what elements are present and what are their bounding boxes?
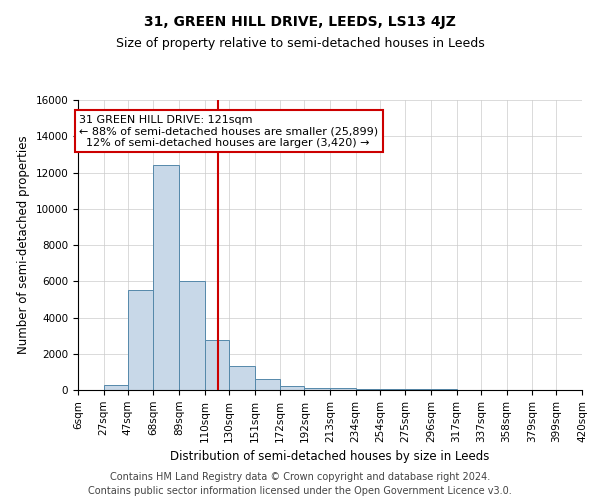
Y-axis label: Number of semi-detached properties: Number of semi-detached properties (17, 136, 30, 354)
Bar (154, 166, 179, 390)
Text: Contains public sector information licensed under the Open Government Licence v3: Contains public sector information licen… (88, 486, 512, 496)
Text: 31, GREEN HILL DRIVE, LEEDS, LS13 4JZ: 31, GREEN HILL DRIVE, LEEDS, LS13 4JZ (144, 15, 456, 29)
Bar (179, 281, 205, 390)
Bar (205, 340, 229, 390)
Text: Size of property relative to semi-detached houses in Leeds: Size of property relative to semi-detach… (116, 38, 484, 51)
Bar (229, 366, 254, 390)
Text: 31 GREEN HILL DRIVE: 121sqm
← 88% of semi-detached houses are smaller (25,899)
 : 31 GREEN HILL DRIVE: 121sqm ← 88% of sem… (79, 114, 379, 148)
Bar (330, 388, 356, 390)
Bar (128, 290, 154, 390)
Bar (304, 388, 330, 390)
Bar (254, 379, 280, 390)
Text: Contains HM Land Registry data © Crown copyright and database right 2024.: Contains HM Land Registry data © Crown c… (110, 472, 490, 482)
X-axis label: Distribution of semi-detached houses by size in Leeds: Distribution of semi-detached houses by … (170, 450, 490, 463)
Bar (280, 386, 304, 390)
Bar (380, 389, 406, 390)
Bar (104, 384, 128, 390)
Bar (356, 388, 380, 390)
